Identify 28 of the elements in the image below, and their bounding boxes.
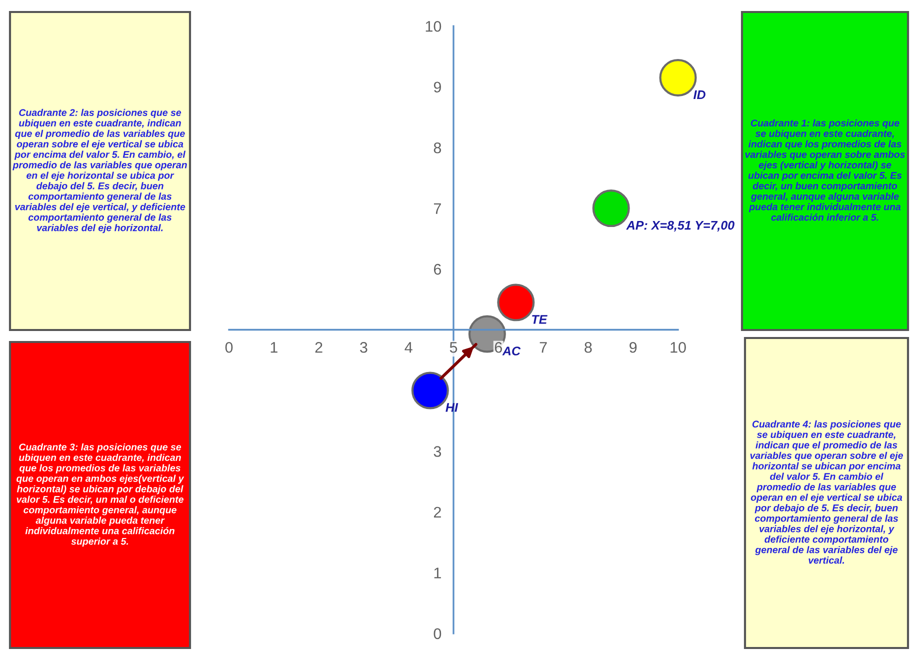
y-tick-label: 6 xyxy=(434,264,442,275)
y-tick-label: 0 xyxy=(434,628,442,640)
x-tick-label: 1 xyxy=(270,342,278,353)
y-tick-label: 7 xyxy=(434,203,441,214)
annotation: AP: X=8,51 Y=7,00 xyxy=(626,220,734,232)
x-tick-label: 3 xyxy=(360,342,368,353)
x-tick-label: 0 xyxy=(225,342,233,353)
annotation: TE xyxy=(532,315,548,324)
y-tick-label: 9 xyxy=(434,82,441,93)
y-tick-label: 8 xyxy=(434,142,442,154)
annotation: ID xyxy=(694,90,706,100)
text: Cuadrante 1: las posiciones que se ubiquen en este cuadrante, indican que los promedios de las variables que operan sobre ambos ejes (vertical y horizontal) se ubican por encima del valor 5. Es decir, un buen comportamiento general, aunque alguna variable pueda tener individualmente una calificación inferior a 5. xyxy=(745,119,905,221)
x-tick-label: 8 xyxy=(584,342,592,353)
text: Cuadrante 2: las posiciones que se ubiquen en este cuadrante, indican que el promedio de las variables que operan sobre el eje vertical se ubica por encima del valor 5. En cambio, el promedio de las variables que operan en el eje horizontal se ubica por debajo del 5. Es decir, buen comportamiento general de las variables del eje vertical, y deficiente comportamiento general de las variables del eje horizontal. xyxy=(12,108,187,234)
x-tick-label: 6 xyxy=(494,342,502,353)
text: Cuadrante 3: las posiciones que se ubiquen en este cuadrante, indican que los promedios de las variables que operan en ambos ejes(vertical y horizontal) se ubican por debajo del valor 5. Es decir, un mal o deficiente comportamiento general, aunque alguna variable pueda tener individualmente una calificación superior a 5. xyxy=(16,443,184,547)
text: Cuadrante 4: las posiciones que se ubiquen en este cuadrante, indican que el promedio de las variables que operan sobre el eje horizontal se ubican por encima del valor 5. En cambio el promedio de las variables que operan en el eje vertical se ubica por debajo de 5. Es decir, buen comportamiento general de las variables del eje horizontal, y deficiente comportamiento general de las variables del eje vertical. xyxy=(750,420,903,564)
y-tick-label: 10 xyxy=(426,20,442,32)
y-tick-label: 1 xyxy=(434,568,441,578)
x-tick-label: 4 xyxy=(404,342,412,353)
x-tick-label: 7 xyxy=(540,342,547,353)
y-tick-label: 2 xyxy=(434,506,441,518)
annotation: AC xyxy=(502,346,521,356)
y-tick-label: 3 xyxy=(434,446,442,457)
x-tick-label: 5 xyxy=(450,342,458,353)
x-tick-label: 2 xyxy=(315,342,322,353)
x-tick-label: 9 xyxy=(630,342,637,353)
x-tick-label: 10 xyxy=(670,342,686,353)
